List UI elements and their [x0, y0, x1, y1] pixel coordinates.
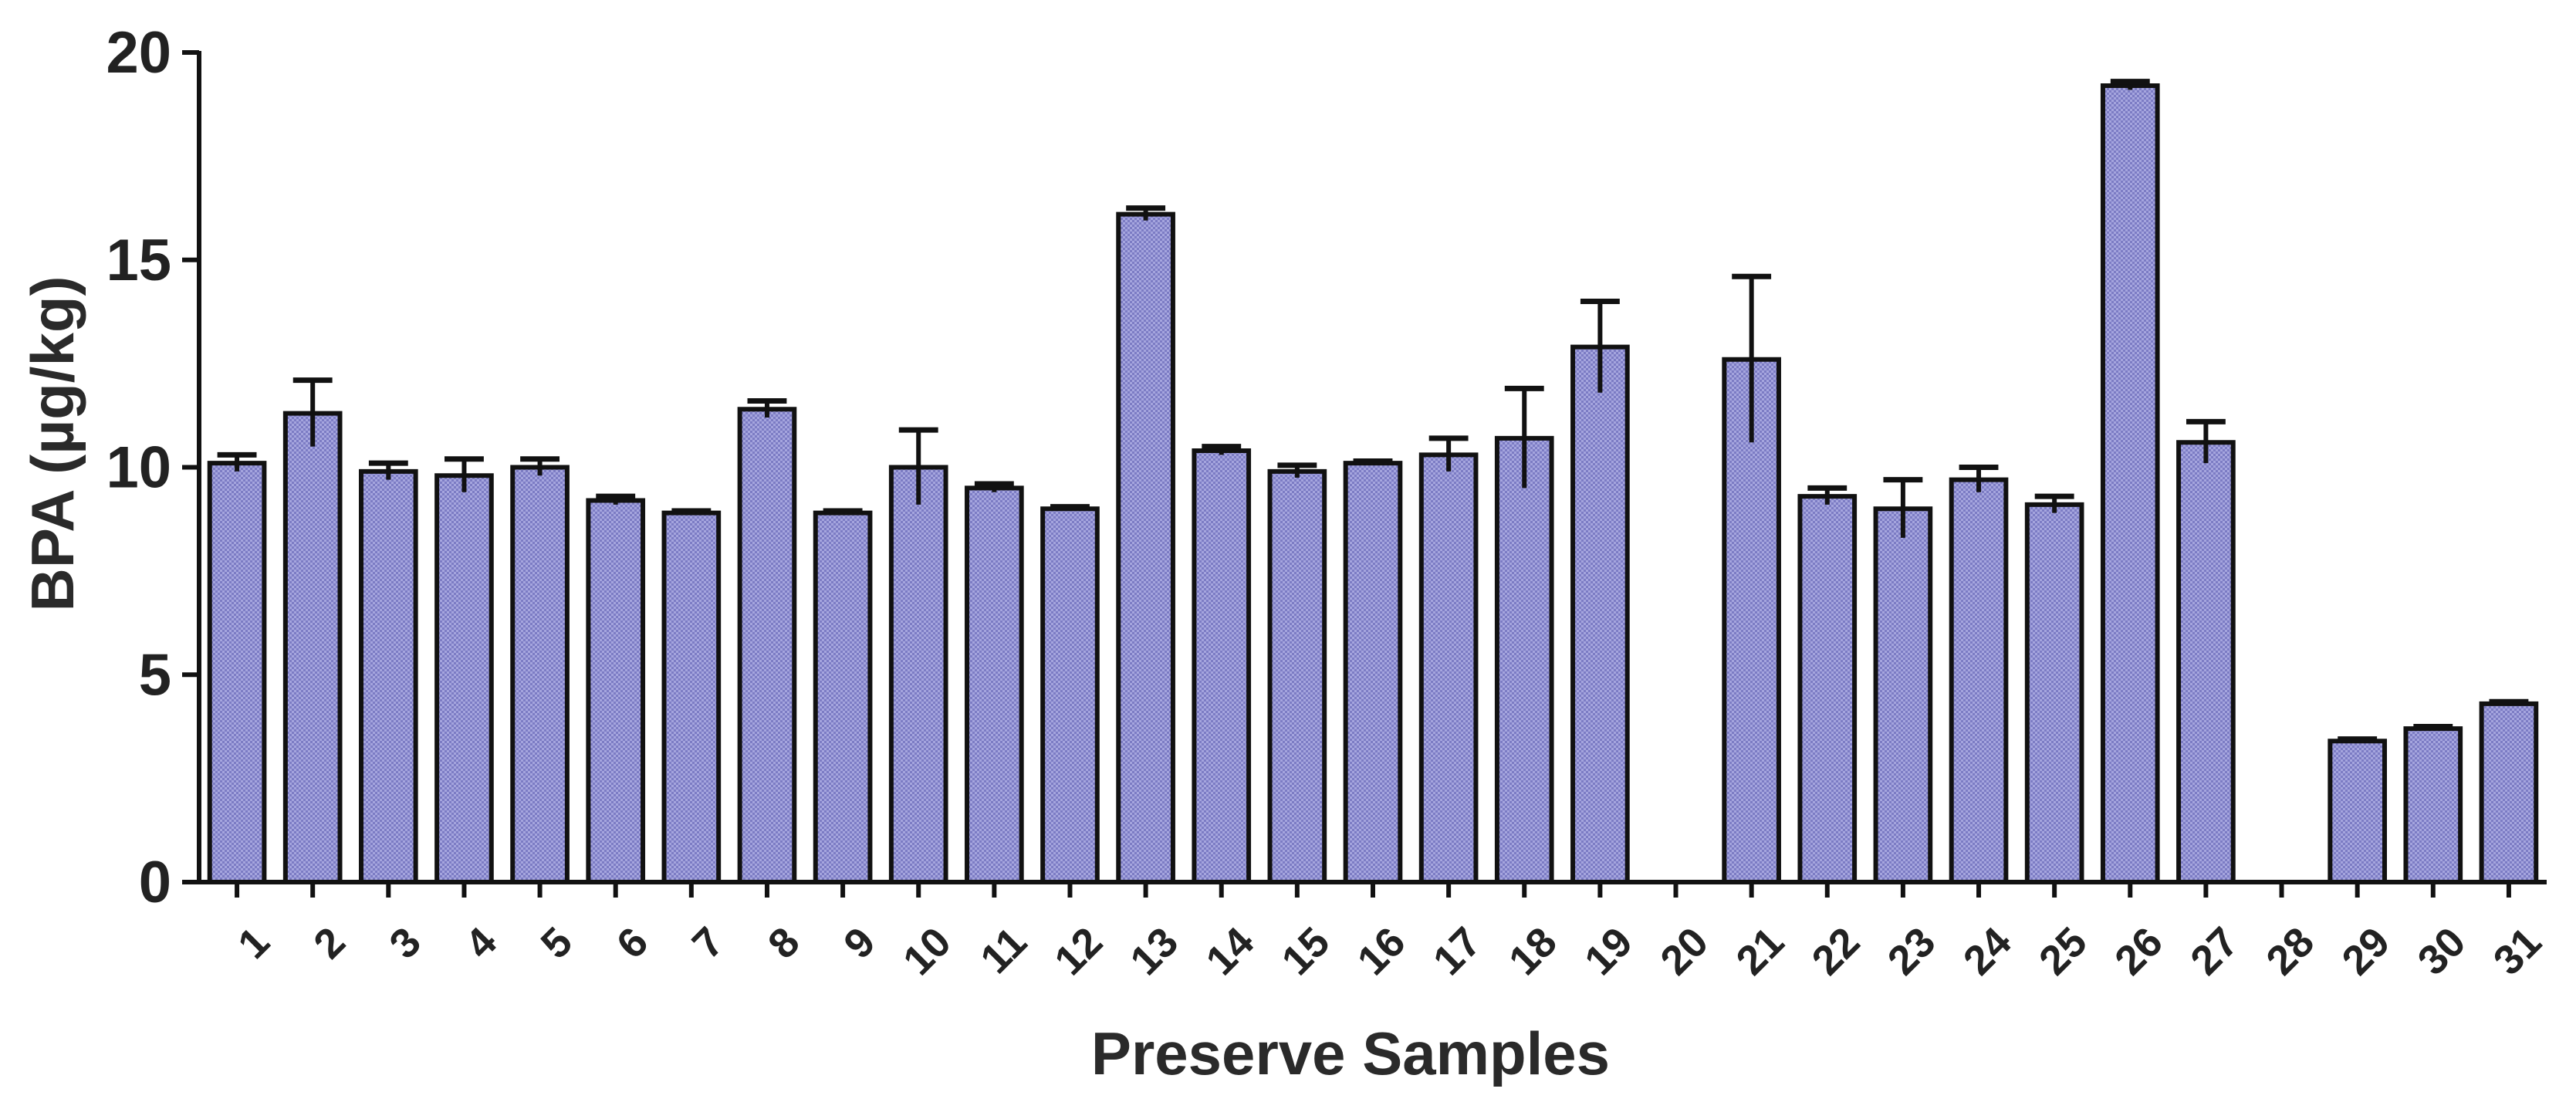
- bar-sample-27: [2176, 440, 2236, 884]
- x-tick-label: 17: [1425, 918, 1490, 984]
- x-tick-label: 26: [2106, 918, 2172, 984]
- x-tick-label: 27: [2182, 918, 2247, 984]
- x-tick-label: 12: [1046, 918, 1111, 984]
- x-tick-label: 6: [608, 918, 658, 968]
- x-tick-label: 16: [1349, 918, 1415, 984]
- x-tick-label: 3: [380, 918, 430, 968]
- bar-sample-30: [2403, 726, 2463, 884]
- error-bars-layer: [217, 79, 2529, 743]
- x-tick-label: 10: [894, 918, 960, 984]
- x-tick-label: 19: [1576, 918, 1641, 984]
- bar-sample-1: [207, 461, 267, 884]
- bar-sample-5: [510, 465, 570, 884]
- bar-sample-14: [1192, 448, 1252, 884]
- bar-sample-15: [1267, 468, 1327, 884]
- x-tick-label: 25: [2030, 918, 2096, 984]
- x-tick-label: 11: [972, 918, 1036, 982]
- bar-sample-31: [2479, 701, 2539, 884]
- bar-sample-8: [737, 407, 797, 884]
- x-tick-label: 1: [229, 918, 279, 968]
- bar-sample-18: [1494, 435, 1554, 884]
- x-tick-label: 28: [2257, 918, 2323, 984]
- x-tick-label: 23: [1879, 918, 1945, 984]
- bar-sample-23: [1873, 506, 1933, 884]
- x-tick-label: 13: [1121, 918, 1187, 984]
- x-tick-label: 9: [835, 918, 884, 968]
- bar-sample-7: [661, 510, 722, 884]
- x-tick-label: 20: [1651, 918, 1717, 984]
- y-ticks: 0 5 10 15 20: [106, 20, 199, 915]
- bar-sample-29: [2328, 739, 2388, 884]
- x-tick-label: 14: [1197, 918, 1263, 984]
- bar-sample-2: [282, 411, 343, 884]
- x-tick-label: 21: [1727, 918, 1793, 984]
- x-tick-label: 22: [1804, 918, 1869, 984]
- x-tick-label: 24: [1955, 918, 2020, 984]
- y-axis-title: BPA (µg/kg): [19, 276, 86, 612]
- bar-sample-24: [1949, 477, 2009, 884]
- y-tick-label: 0: [139, 850, 171, 915]
- bar-sample-10: [888, 465, 948, 884]
- bars-layer: [207, 83, 2539, 884]
- y-tick-label: 15: [106, 228, 171, 293]
- bar-sample-11: [965, 485, 1024, 884]
- x-tick-label: 30: [2409, 918, 2475, 984]
- x-tick-label: 15: [1273, 918, 1339, 984]
- y-tick-label: 5: [139, 642, 171, 708]
- bar-sample-17: [1418, 452, 1479, 884]
- bar-sample-26: [2100, 83, 2160, 884]
- bar-sample-16: [1343, 461, 1403, 884]
- x-tick-label: 2: [305, 918, 354, 968]
- bar-sample-25: [2024, 502, 2084, 884]
- bar-sample-22: [1797, 494, 1858, 884]
- x-tick-label: 8: [759, 918, 809, 968]
- bar-sample-19: [1570, 344, 1630, 884]
- x-tick-label: 5: [532, 918, 582, 968]
- bar-sample-12: [1040, 506, 1100, 884]
- x-tick-label: 4: [456, 918, 505, 968]
- bar-sample-3: [358, 468, 418, 884]
- bar-sample-4: [434, 473, 494, 884]
- y-tick-label: 20: [106, 20, 171, 86]
- bar-sample-9: [813, 510, 873, 884]
- x-tick-label: 7: [684, 918, 733, 968]
- bar-sample-6: [586, 498, 646, 884]
- x-ticks: 1 2 3 4 5 6 7 8 9 10 11 12 13 14 15 16 17 18 19 20 21 22 23 24 2…: [229, 882, 2551, 984]
- x-axis-title: Preserve Samples: [1091, 1019, 1610, 1087]
- x-tick-label: 29: [2333, 918, 2399, 984]
- y-tick-label: 10: [106, 435, 171, 501]
- x-tick-label: 18: [1500, 918, 1566, 984]
- bar-sample-13: [1116, 211, 1175, 884]
- x-tick-label: 31: [2485, 918, 2551, 984]
